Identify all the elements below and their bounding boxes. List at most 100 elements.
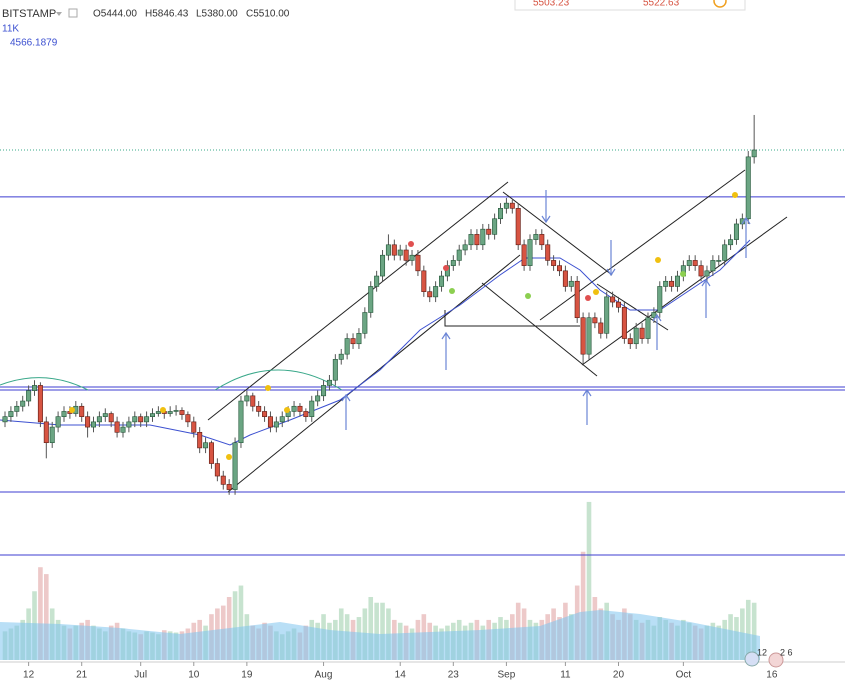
candle-body (267, 416, 273, 428)
candle-body (250, 395, 256, 407)
candle-body (126, 421, 132, 428)
candle-body (604, 296, 610, 334)
axis-background (0, 662, 845, 684)
candle-body (733, 223, 739, 240)
candle-body (90, 421, 96, 428)
candle-body (610, 296, 616, 303)
candle-body (450, 260, 456, 266)
levels (0, 149, 845, 556)
candle-body (391, 244, 397, 256)
close-label: C5510.00 (246, 9, 290, 20)
candle-body (138, 416, 144, 423)
candle-body (498, 208, 504, 220)
low-label: L5380.00 (196, 9, 238, 20)
candle-body (155, 411, 161, 414)
candle-body (509, 202, 515, 209)
x-axis: 12 21 Jul 10 19 Aug 14 23 Sep 11 20 Oct 16 (0, 661, 845, 684)
candle-body (102, 413, 108, 417)
candle-body (633, 327, 639, 345)
x-tick-label: Jul (134, 670, 147, 681)
candle-body (214, 463, 220, 477)
x-tick-label: 20 (613, 670, 625, 681)
candle-body (486, 228, 492, 235)
candle-body (208, 442, 214, 464)
candle-body (385, 244, 391, 256)
candle-body (380, 254, 386, 277)
badge-icon (744, 651, 760, 667)
volume-bar (745, 599, 751, 660)
candle-body (114, 421, 120, 433)
candle-body (256, 405, 262, 412)
candle-body (220, 475, 226, 485)
candle-body (344, 338, 350, 355)
candle-body (698, 265, 704, 277)
candle-body (674, 275, 680, 287)
candle-body (468, 234, 474, 246)
candle-body (291, 405, 297, 412)
candle-body (279, 416, 285, 423)
volume-bar (238, 585, 244, 660)
candle-body (433, 286, 439, 298)
candle-body (592, 317, 598, 324)
candle-body (43, 421, 49, 444)
dropdown-icon (56, 12, 62, 16)
candle-body (415, 254, 421, 272)
candle-body (480, 228, 486, 246)
volume-average-area (0, 610, 760, 660)
x-tick-label: Oct (676, 670, 692, 681)
candle-body (686, 260, 692, 266)
candle-body (309, 400, 315, 417)
candle-body (651, 312, 657, 319)
candle-body (751, 149, 757, 158)
badge-icon (768, 652, 784, 668)
candle-body (203, 442, 209, 449)
candle-body (262, 411, 268, 417)
candle-body (551, 260, 557, 266)
candle-body (79, 405, 85, 417)
candle-body (273, 421, 279, 428)
candle-body (374, 275, 380, 287)
candle-body (527, 239, 533, 266)
candle-body (657, 286, 663, 313)
candle-body (167, 411, 173, 414)
moving-average (0, 239, 751, 446)
volume-bar (580, 551, 586, 660)
arrows (341, 190, 751, 430)
candle-body (55, 416, 61, 428)
candle-body (132, 416, 138, 423)
volume-bar (586, 501, 592, 660)
candle-body (8, 411, 14, 417)
candle-body (704, 270, 710, 277)
candle-body (315, 395, 321, 402)
candle-body (639, 327, 645, 339)
signal-dots (69, 192, 738, 460)
candle-body (20, 400, 26, 407)
candle-body (32, 385, 38, 391)
candle-body (85, 416, 91, 428)
candle-body (663, 280, 669, 287)
candle-body (556, 265, 562, 272)
high-label: H5846.43 (145, 9, 189, 20)
candle-body (427, 291, 433, 298)
candle-body (539, 234, 545, 246)
x-tick-label: 19 (241, 670, 253, 681)
candle-body (421, 270, 427, 292)
candle-body (356, 333, 362, 345)
candle-body (409, 254, 415, 261)
candle-body (61, 411, 67, 417)
candle-body (226, 484, 232, 490)
candle-body (362, 312, 368, 334)
x-tick-label: 16 (766, 670, 778, 681)
candle-body (521, 244, 527, 266)
candle-body (474, 234, 480, 246)
badge-2: 2 6 (780, 647, 793, 657)
channel-lines (207, 169, 788, 493)
candle-body (179, 410, 185, 415)
candle-body (598, 322, 604, 334)
candle-body (692, 260, 698, 266)
candle-body (149, 413, 155, 417)
candle-body (321, 385, 327, 397)
x-tick-label: 10 (188, 670, 200, 681)
candle-body (368, 286, 374, 313)
